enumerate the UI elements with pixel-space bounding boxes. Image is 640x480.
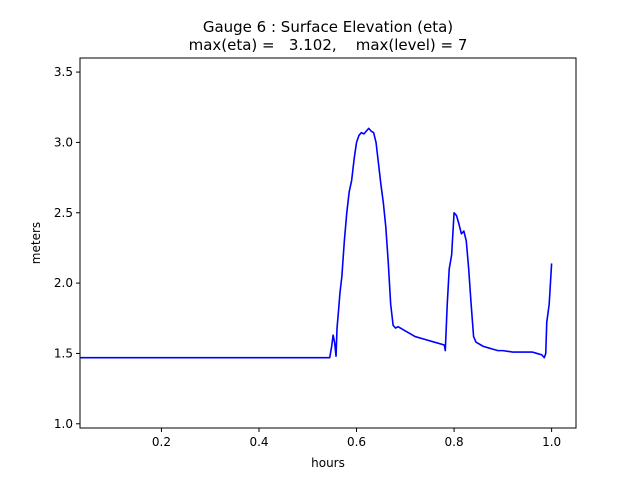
y-tick-label: 2.0 — [54, 276, 73, 290]
x-tick-label: 0.2 — [152, 435, 171, 449]
chart-title-line2: max(eta) = 3.102, max(level) = 7 — [189, 36, 468, 54]
y-tick-label: 3.5 — [54, 65, 73, 79]
x-tick-label: 1.0 — [542, 435, 561, 449]
y-tick-label: 1.5 — [54, 346, 73, 360]
y-tick-label: 1.0 — [54, 417, 73, 431]
series-line-eta — [80, 127, 553, 359]
plot-frame — [79, 57, 577, 429]
y-axis-label: meters — [29, 222, 43, 264]
y-axis-ticks: 1.0 1.5 2.0 2.5 3.0 3.5 — [54, 65, 80, 431]
chart-title-line1: Gauge 6 : Surface Elevation (eta) — [203, 18, 453, 36]
x-tick-label: 0.4 — [249, 435, 268, 449]
x-tick-label: 0.6 — [347, 435, 366, 449]
y-tick-label: 3.0 — [54, 135, 73, 149]
x-tick-label: 0.8 — [445, 435, 464, 449]
y-tick-label: 2.5 — [54, 206, 73, 220]
plot-area — [80, 127, 553, 359]
x-axis-label: hours — [311, 456, 345, 470]
x-axis-ticks: 0.2 0.4 0.6 0.8 1.0 — [152, 428, 561, 449]
